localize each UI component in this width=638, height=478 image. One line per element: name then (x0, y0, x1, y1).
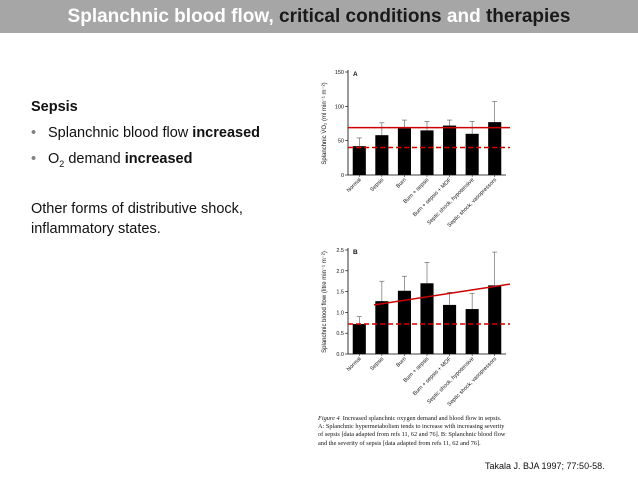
bullet-list: Sepsis • Splanchnic blood flow increased… (31, 94, 296, 239)
bar-4 (443, 304, 457, 354)
bullet-2-subscript: 2 (59, 158, 65, 169)
y-tick-label: 1.5 (336, 290, 344, 296)
bar-4 (443, 125, 457, 175)
bar-6 (488, 285, 502, 354)
y-tick-label: 0.0 (336, 352, 344, 358)
bar-2 (397, 128, 411, 175)
y-tick-label: 150 (335, 70, 344, 76)
title-part-1: Splanchnic blood flow, (67, 6, 274, 27)
panel-label: B (353, 249, 358, 256)
bullet-2-bold: increased (124, 151, 193, 167)
y-tick-label: 100 (335, 104, 344, 110)
x-tick-label-1: Sepsis (369, 356, 385, 372)
title-part-3: and (446, 6, 481, 27)
y-tick-label: 1.0 (336, 310, 344, 316)
bullet-dot-icon: • (31, 125, 37, 141)
x-tick-label-4: Burn + sepsis + MOF (412, 356, 453, 397)
reference-line-solid (373, 283, 511, 306)
bar-0 (352, 324, 366, 354)
bullet-2-text: demand (64, 151, 125, 167)
bar-3 (420, 130, 434, 175)
y-axis-label: Splanchnic blood flow (litre min⁻¹ m⁻²) (322, 251, 328, 353)
bar-1 (375, 135, 389, 175)
panel-label: A (353, 71, 358, 78)
slide-title: Splanchnic blood flow, critical conditio… (0, 0, 638, 33)
reference-citation: Takala J. BJA 1997; 77:50-58. (485, 461, 605, 471)
y-axis-label: Splanchnic V̇O₂ (ml min⁻¹ m⁻²) (321, 82, 328, 164)
bar-2 (397, 290, 411, 354)
bar-0 (352, 146, 366, 175)
x-tick-label-6: Septic shock, vasopressors (447, 177, 499, 229)
x-tick-label-2: Burn (395, 356, 407, 368)
bullet-1-bold: increased (192, 125, 261, 141)
bar-3 (420, 283, 434, 354)
paragraph-line-2: inflammatory states. (31, 220, 161, 237)
caption-label: Figure 4 (318, 415, 340, 422)
bullet-item-blood-flow: • Splanchnic blood flow increased (31, 120, 296, 146)
bullet-2-prefix: O (48, 151, 60, 167)
y-tick-label: 0 (341, 173, 344, 179)
y-tick-label: 2.0 (336, 269, 344, 275)
x-tick-label-6: Septic shock, vasopressors (447, 356, 499, 408)
title-part-2: critical conditions (279, 6, 442, 27)
bar-6 (488, 122, 502, 175)
sepsis-heading: Sepsis (31, 99, 78, 115)
x-tick-label-2: Burn (395, 177, 407, 189)
title-part-4: therapies (485, 6, 571, 27)
x-tick-label-0: Normal (346, 356, 363, 373)
bullet-dot-icon: • (31, 151, 37, 167)
x-tick-label-0: Normal (346, 177, 363, 194)
bullet-1-text: Splanchnic blood flow (48, 125, 193, 141)
y-tick-label: 2.5 (336, 248, 344, 254)
bar-1 (375, 301, 389, 354)
chart-panel-b: 0.0 0.5 1.0 1.5 2.0 2.5 Splanchnic blood flow … (322, 248, 511, 408)
x-tick-label-4: Burn + sepsis + MOF (412, 177, 453, 218)
y-tick-label: 0.5 (336, 331, 344, 337)
bullet-item-o2-demand: • O2 demand increased (31, 146, 296, 177)
x-tick-label-1: Sepsis (369, 177, 385, 193)
caption-text: Increased splanchnic oxygen demand and b… (318, 415, 506, 447)
bar-5 (465, 309, 479, 354)
chart-panel-a: 0 50 100 150 Splanchnic V̇O₂ (ml min⁻¹ m⁻²) A… (321, 70, 510, 229)
bar-5 (465, 133, 479, 175)
y-tick-label: 50 (338, 139, 344, 145)
figure-caption: Figure 4 Increased splanchnic oxygen dem… (318, 415, 508, 448)
paragraph-line-1: Other forms of distributive shock, (31, 200, 243, 217)
